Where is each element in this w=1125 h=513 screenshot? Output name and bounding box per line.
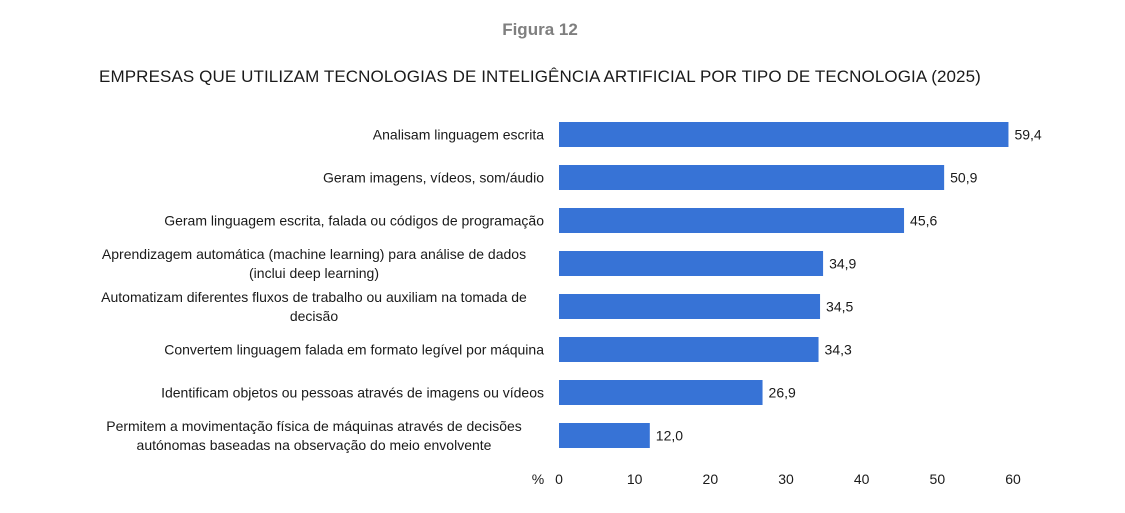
- bars-layer: [559, 122, 1009, 448]
- bar-value-label: 34,9: [829, 256, 856, 272]
- x-tick-label: 10: [627, 471, 643, 487]
- bar-value-label: 26,9: [769, 385, 796, 401]
- category-label: Automatizam diferentes fluxos de trabalh…: [101, 289, 527, 305]
- category-label: Geram linguagem escrita, falada ou códig…: [164, 213, 544, 229]
- value-labels-layer: 59,4 50,9 45,6 34,9 34,5 34,3 26,9 12,0: [656, 127, 1042, 444]
- figure-label: Figura 12: [502, 20, 578, 39]
- x-axis: 0 10 20 30 40 50 60%: [532, 471, 1021, 487]
- x-tick-label: 20: [703, 471, 719, 487]
- bar: [559, 380, 763, 405]
- x-axis-unit-label: %: [532, 471, 544, 487]
- category-label: autónomas baseadas na observação do meio…: [137, 437, 492, 453]
- bar-value-label: 12,0: [656, 428, 683, 444]
- category-label: Permitem a movimentação física de máquin…: [106, 418, 522, 434]
- category-label: Identificam objetos ou pessoas através d…: [161, 385, 544, 401]
- x-tick-label: 60: [1005, 471, 1021, 487]
- category-label: Analisam linguagem escrita: [373, 127, 544, 143]
- x-tick-label: 50: [930, 471, 946, 487]
- x-tick-label: 0: [555, 471, 563, 487]
- category-labels-layer: Analisam linguagem escrita Geram imagens,…: [101, 127, 544, 454]
- bar: [559, 251, 824, 276]
- bar: [559, 208, 905, 233]
- x-tick-label: 40: [854, 471, 870, 487]
- bar: [559, 294, 821, 319]
- category-label: Aprendizagem automática (machine learnin…: [102, 246, 526, 262]
- bar: [559, 337, 819, 362]
- bar: [559, 122, 1009, 147]
- bar-value-label: 34,5: [826, 299, 853, 315]
- category-label: (inclui deep learning): [249, 265, 379, 281]
- category-label: Convertem linguagem falada em formato le…: [164, 342, 544, 358]
- x-tick-label: 30: [778, 471, 794, 487]
- bar: [559, 165, 945, 190]
- bar: [559, 423, 650, 448]
- bar-value-label: 34,3: [825, 342, 852, 358]
- bar-value-label: 59,4: [1014, 127, 1041, 143]
- chart-title: EMPRESAS QUE UTILIZAM TECNOLOGIAS DE INT…: [99, 67, 981, 86]
- bar-value-label: 45,6: [910, 213, 937, 229]
- bar-value-label: 50,9: [950, 170, 977, 186]
- category-label: Geram imagens, vídeos, som/áudio: [323, 170, 544, 186]
- category-label: decisão: [290, 308, 338, 324]
